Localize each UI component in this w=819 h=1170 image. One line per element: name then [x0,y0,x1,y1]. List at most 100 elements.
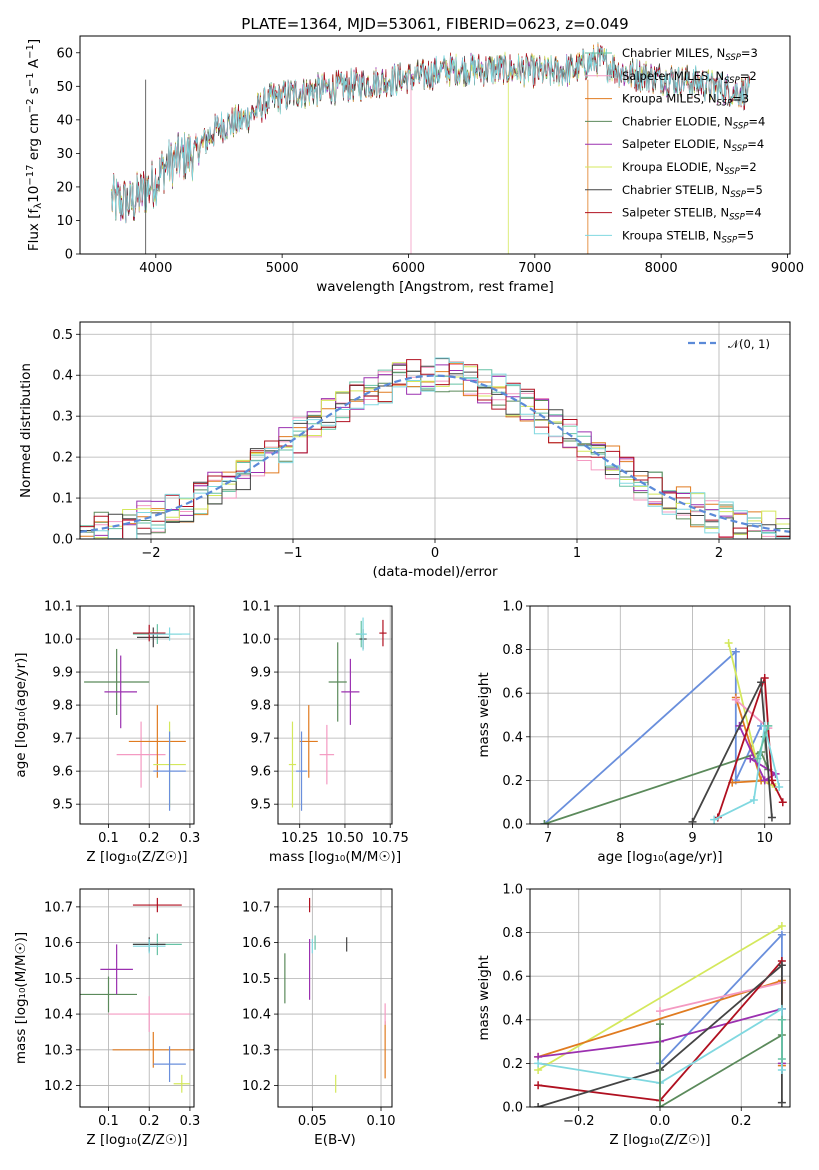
label-part: −2 [25,98,36,113]
tick-label-x: 0.10 [367,1114,396,1129]
weight-lines [540,639,787,824]
weight-marker [777,1004,786,1013]
tick-label-x: 9 [688,831,696,846]
tick-label-x: 1 [573,546,581,561]
axes-frame [79,35,791,255]
legend-sub: SSP [724,167,740,177]
label-part: Flux [f [26,208,42,252]
tick-label-x: 5000 [266,261,299,276]
tick-label-y: 10 [56,214,73,229]
tick-label-y: 60 [56,46,73,61]
error-bars [284,897,386,1093]
weight-marker [656,1007,664,1016]
tick-label-x: 10.75 [372,831,409,846]
legend-sub: SSP [733,121,749,131]
tick-label-y: 0.8 [502,926,523,941]
tick-label-y: 50 [56,80,73,95]
label-part: s [26,87,42,98]
weight-marker [753,754,762,763]
legend-main: Kroupa STELIB, N [622,228,722,242]
axes-frame [277,888,393,1108]
weight-marker [764,721,773,730]
legend-tail: =2 [740,69,757,83]
tick-label-y: 1.0 [502,883,523,898]
weight-line [537,925,783,1071]
error-bars [80,897,194,1093]
tick-label-y: 10.3 [44,1043,73,1058]
axes-frame [79,605,195,825]
legend-main: Kroupa ELODIE, N [622,160,724,174]
weight_vs_z-panel: −0.2 0.0 0.2 0.0 0.2 0.4 0.6 0.8 1.0 Z [log₁₀(Z/Z… [476,883,791,1148]
tick-label-y: 1.0 [502,600,523,615]
tick-label-y: 0.5 [52,328,73,343]
weight-marker [731,695,740,704]
label-part: −17 [25,165,36,186]
label-part: ] [26,39,42,44]
tick-label-y: 40 [56,113,73,128]
weight-marker [760,673,769,682]
weight-marker [724,639,733,648]
residuals-panel: −2 −1 0 1 2 0.0 0.1 0.2 0.3 0.4 0.5 (data-model)/er… [18,321,791,580]
weight-marker [777,930,786,939]
legend-main: Chabrier STELIB, N [622,183,730,197]
spectrum-panel: 4000 5000 6000 7000 8000 9000 0 10 20 30 40 50 60 wav… [25,15,804,295]
y-axis-label: mass weight [476,672,492,757]
tick-label-y: 0 [65,248,73,263]
mass_vs_ebv-panel: 0.05 0.10 10.2 10.3 10.4 10.5 10.6 10.7 E(B-V) [242,888,396,1148]
tick-label-y: 0.6 [502,970,523,985]
tick-label-x: −2 [141,546,160,561]
tick-label-x: 8 [616,831,624,846]
tick-label-x: 0.2 [139,1114,160,1129]
x-axis-label: wavelength [Angstrom, rest frame] [316,279,554,295]
tick-label-x: 0.3 [180,1114,201,1129]
legend-entry: Salpeter ELODIE, NSSP=4 [622,137,764,154]
weight-marker [688,817,697,824]
weight-line [543,649,762,824]
legend-main: Salpeter STELIB, N [622,206,729,220]
label-part: erg cm [26,113,42,164]
gaussian-curve [80,374,790,533]
weight-marker [534,1081,543,1090]
label-part: −1 [25,44,36,59]
legend-tail: =5 [737,228,754,242]
legend-sub: SSP [717,99,733,109]
legend-entry: Salpeter STELIB, NSSP=4 [622,206,762,223]
legend-entry: Chabrier STELIB, NSSP=5 [622,183,763,200]
label-part: λ [33,203,44,209]
tick-label-x: 0.2 [731,1114,752,1129]
tick-label-y: 10.4 [44,1008,73,1023]
tick-label-y: 0.6 [502,687,523,702]
legend-tail: =2 [740,160,757,174]
tick-label-y: 9.7 [250,732,271,747]
weight-marker [656,1103,664,1107]
weight-marker [731,647,740,656]
legend-main: Salpeter ELODIE, N [622,137,732,151]
axes-frame [277,605,393,825]
age_vs_mass-panel: 10.25 10.50 10.75 9.5 9.6 9.7 9.8 9.9 10.0 10.1 ma… [242,600,409,866]
legend-entry: Kroupa STELIB, NSSP=5 [622,228,754,245]
tick-label-y: 0.2 [52,451,73,466]
tick-label-x: 10 [756,831,773,846]
tick-label-x: −0.2 [563,1114,595,1129]
x-axis-label: mass [log₁₀(M/M☉)] [269,849,401,865]
tick-label-y: 10.1 [242,600,271,615]
x-axis-label: Z [log₁₀(Z/Z☉)] [86,1132,187,1148]
legend-entry: 𝒩(0, 1) [728,337,770,351]
weight-line [756,725,770,759]
histograms [80,357,790,539]
legend-entry: Chabrier ELODIE, NSSP=4 [622,114,765,131]
legend-entry: Salpeter MILES, NSSP=2 [622,69,757,86]
weight-marker [767,813,776,822]
legend-entry: Kroupa MILES, NSSP=3 [622,92,749,109]
weight-marker [777,1015,786,1024]
tick-label-y: 10.4 [242,1008,271,1023]
tick-label-x: 0.05 [298,1114,327,1129]
tick-label-x: 2 [715,546,723,561]
legend-main: Salpeter MILES, N [622,69,724,83]
error-bars [84,624,190,811]
label-part: A [26,58,42,72]
tick-label-y: 9.9 [250,666,271,681]
weight-line [659,981,783,1012]
x-axis-label: Z [log₁₀(Z/Z☉)] [86,849,187,865]
